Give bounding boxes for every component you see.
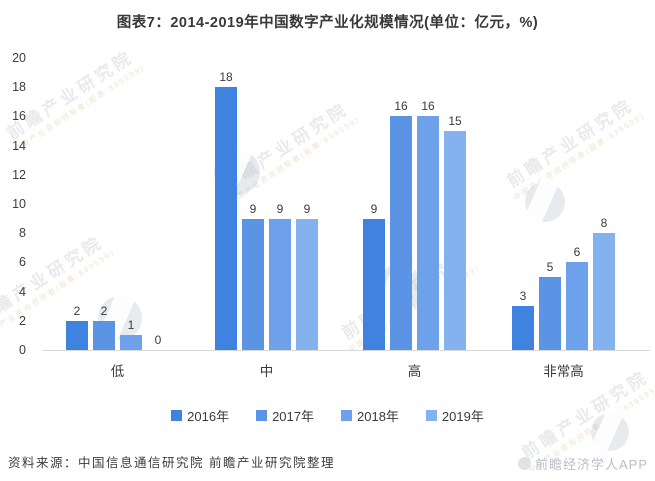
category-label-低: 低 xyxy=(110,364,125,379)
category-label-非常高: 非常高 xyxy=(543,364,584,379)
bar-slot: 18 xyxy=(215,58,237,350)
bar-2017年 xyxy=(93,320,115,350)
legend-item-2016年: 2016年 xyxy=(171,406,229,425)
category-label-高: 高 xyxy=(407,364,422,379)
y-tick-label: 0 xyxy=(19,343,26,357)
legend-item-2017年: 2017年 xyxy=(256,406,314,425)
legend: 2016年 2017年 2018年 2019年 xyxy=(0,406,655,425)
bar-slot: 9 xyxy=(242,58,264,350)
bar-group-3: 9 16 16 15 xyxy=(363,58,466,350)
bar-2016年 xyxy=(512,306,534,350)
bar-2018年 xyxy=(566,262,588,350)
brand-watermark: 前瞻经济学人APP xyxy=(517,454,648,473)
y-tick-label: 14 xyxy=(12,138,26,153)
bar-2017年 xyxy=(242,218,264,350)
bar-2016年 xyxy=(363,218,385,350)
legend-label: 2016年 xyxy=(187,409,230,424)
bar-value-label: 1 xyxy=(127,318,135,333)
x-axis-category-labels: 低 中 高 非常高 xyxy=(42,360,650,380)
y-tick-label: 10 xyxy=(12,197,26,211)
bar-slot: 0 xyxy=(147,58,169,350)
bar-slot: 15 xyxy=(444,58,466,350)
bar-group-1: 2 2 1 0 xyxy=(66,58,169,350)
legend-swatch-icon xyxy=(171,410,183,421)
category-label-中: 中 xyxy=(259,364,274,379)
bar-slot: 9 xyxy=(269,58,291,350)
bar-slot: 9 xyxy=(296,58,318,350)
bar-value-label: 5 xyxy=(546,260,554,274)
bar-value-label: 18 xyxy=(219,70,233,85)
y-tick-label: 12 xyxy=(12,167,26,182)
legend-swatch-icon xyxy=(425,410,437,421)
bar-slot: 6 xyxy=(566,58,588,350)
bar-value-label: 15 xyxy=(448,114,462,128)
source-note: 资料来源：中国信息通信研究院 前瞻产业研究院整理 xyxy=(8,456,335,470)
y-tick-label: 16 xyxy=(12,109,26,124)
bar-2017年 xyxy=(539,277,561,350)
bar-value-label: 6 xyxy=(573,245,581,260)
bar-slot: 3 xyxy=(512,58,534,350)
bar-value-label: 0 xyxy=(154,333,162,347)
bar-value-label: 9 xyxy=(276,201,284,216)
legend-label: 2018年 xyxy=(357,409,399,424)
legend-swatch-icon xyxy=(341,410,352,421)
legend-label: 2017年 xyxy=(272,409,314,424)
bar-value-label: 3 xyxy=(519,289,527,304)
bar-2018年 xyxy=(417,116,439,350)
bar-2017年 xyxy=(390,116,412,350)
y-tick-label: 2 xyxy=(19,313,26,328)
brand-watermark-text: 前瞻经济学人APP xyxy=(534,457,648,472)
y-axis: 0 2 4 6 8 10 12 14 16 18 20 xyxy=(0,51,32,357)
bar-value-label: 16 xyxy=(394,99,408,114)
bar-value-label: 2 xyxy=(73,303,81,318)
legend-item-2018年: 2018年 xyxy=(341,406,399,425)
bar-2018年 xyxy=(120,335,142,350)
bar-slot: 9 xyxy=(363,58,385,350)
y-tick-label: 18 xyxy=(12,80,26,95)
bar-value-label: 2 xyxy=(100,303,108,318)
y-tick-label: 4 xyxy=(19,284,26,299)
y-tick-label: 6 xyxy=(19,255,26,270)
bar-value-label: 9 xyxy=(370,201,378,216)
y-tick-label: 20 xyxy=(12,51,26,65)
bar-2016年 xyxy=(215,87,237,350)
bar-2019年 xyxy=(296,218,318,350)
bar-value-label: 9 xyxy=(303,201,311,216)
bar-slot: 2 xyxy=(93,58,115,350)
bar-slot: 1 xyxy=(120,58,142,350)
bar-slot: 2 xyxy=(66,58,88,350)
bar-slot: 5 xyxy=(539,58,561,350)
bar-slot: 8 xyxy=(593,58,615,350)
bar-2019年 xyxy=(593,233,615,350)
bar-slot: 16 xyxy=(390,58,412,350)
bar-value-label: 9 xyxy=(249,201,257,216)
bar-2016年 xyxy=(66,320,88,350)
bar-2018年 xyxy=(269,218,291,350)
y-tick-label: 8 xyxy=(19,226,26,241)
bar-value-label: 16 xyxy=(421,99,435,114)
bar-value-label: 8 xyxy=(600,216,608,231)
bar-2019年 xyxy=(444,131,466,350)
brand-logo-icon xyxy=(517,457,531,470)
bar-group-2: 18 9 9 9 xyxy=(215,58,318,350)
legend-label: 2019年 xyxy=(441,409,484,424)
bar-slot: 16 xyxy=(417,58,439,350)
legend-item-2019年: 2019年 xyxy=(425,406,484,425)
chart-title: 图表7：2014-2019年中国数字产业化规模情况(单位：亿元，%) xyxy=(116,15,539,31)
legend-swatch-icon xyxy=(256,410,268,421)
plot-area: 2 2 1 0 18 9 9 9 9 16 16 15 3 5 6 8 xyxy=(42,58,650,351)
bar-group-4: 3 5 6 8 xyxy=(512,58,615,350)
